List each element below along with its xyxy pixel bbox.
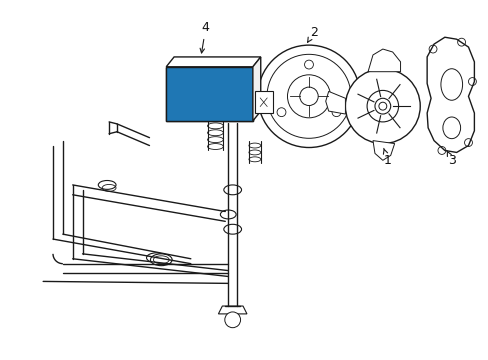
Text: 4: 4 [200, 21, 209, 53]
Polygon shape [325, 91, 345, 114]
Ellipse shape [220, 210, 236, 219]
Polygon shape [166, 57, 260, 67]
Polygon shape [218, 306, 246, 314]
Bar [166, 67, 252, 121]
Polygon shape [367, 49, 400, 72]
Circle shape [345, 69, 419, 144]
Text: 2: 2 [307, 26, 317, 42]
Polygon shape [252, 57, 260, 121]
Polygon shape [372, 141, 394, 160]
Circle shape [224, 312, 240, 328]
Ellipse shape [224, 224, 241, 234]
Ellipse shape [146, 253, 166, 263]
Polygon shape [426, 37, 473, 152]
Ellipse shape [224, 185, 241, 195]
Bar [254, 91, 272, 113]
Ellipse shape [98, 180, 116, 189]
Circle shape [366, 90, 398, 122]
Bar [166, 67, 252, 121]
Text: 1: 1 [383, 148, 391, 167]
Circle shape [374, 98, 390, 114]
Ellipse shape [150, 254, 172, 266]
Bar [166, 67, 252, 121]
Text: 3: 3 [446, 151, 455, 167]
